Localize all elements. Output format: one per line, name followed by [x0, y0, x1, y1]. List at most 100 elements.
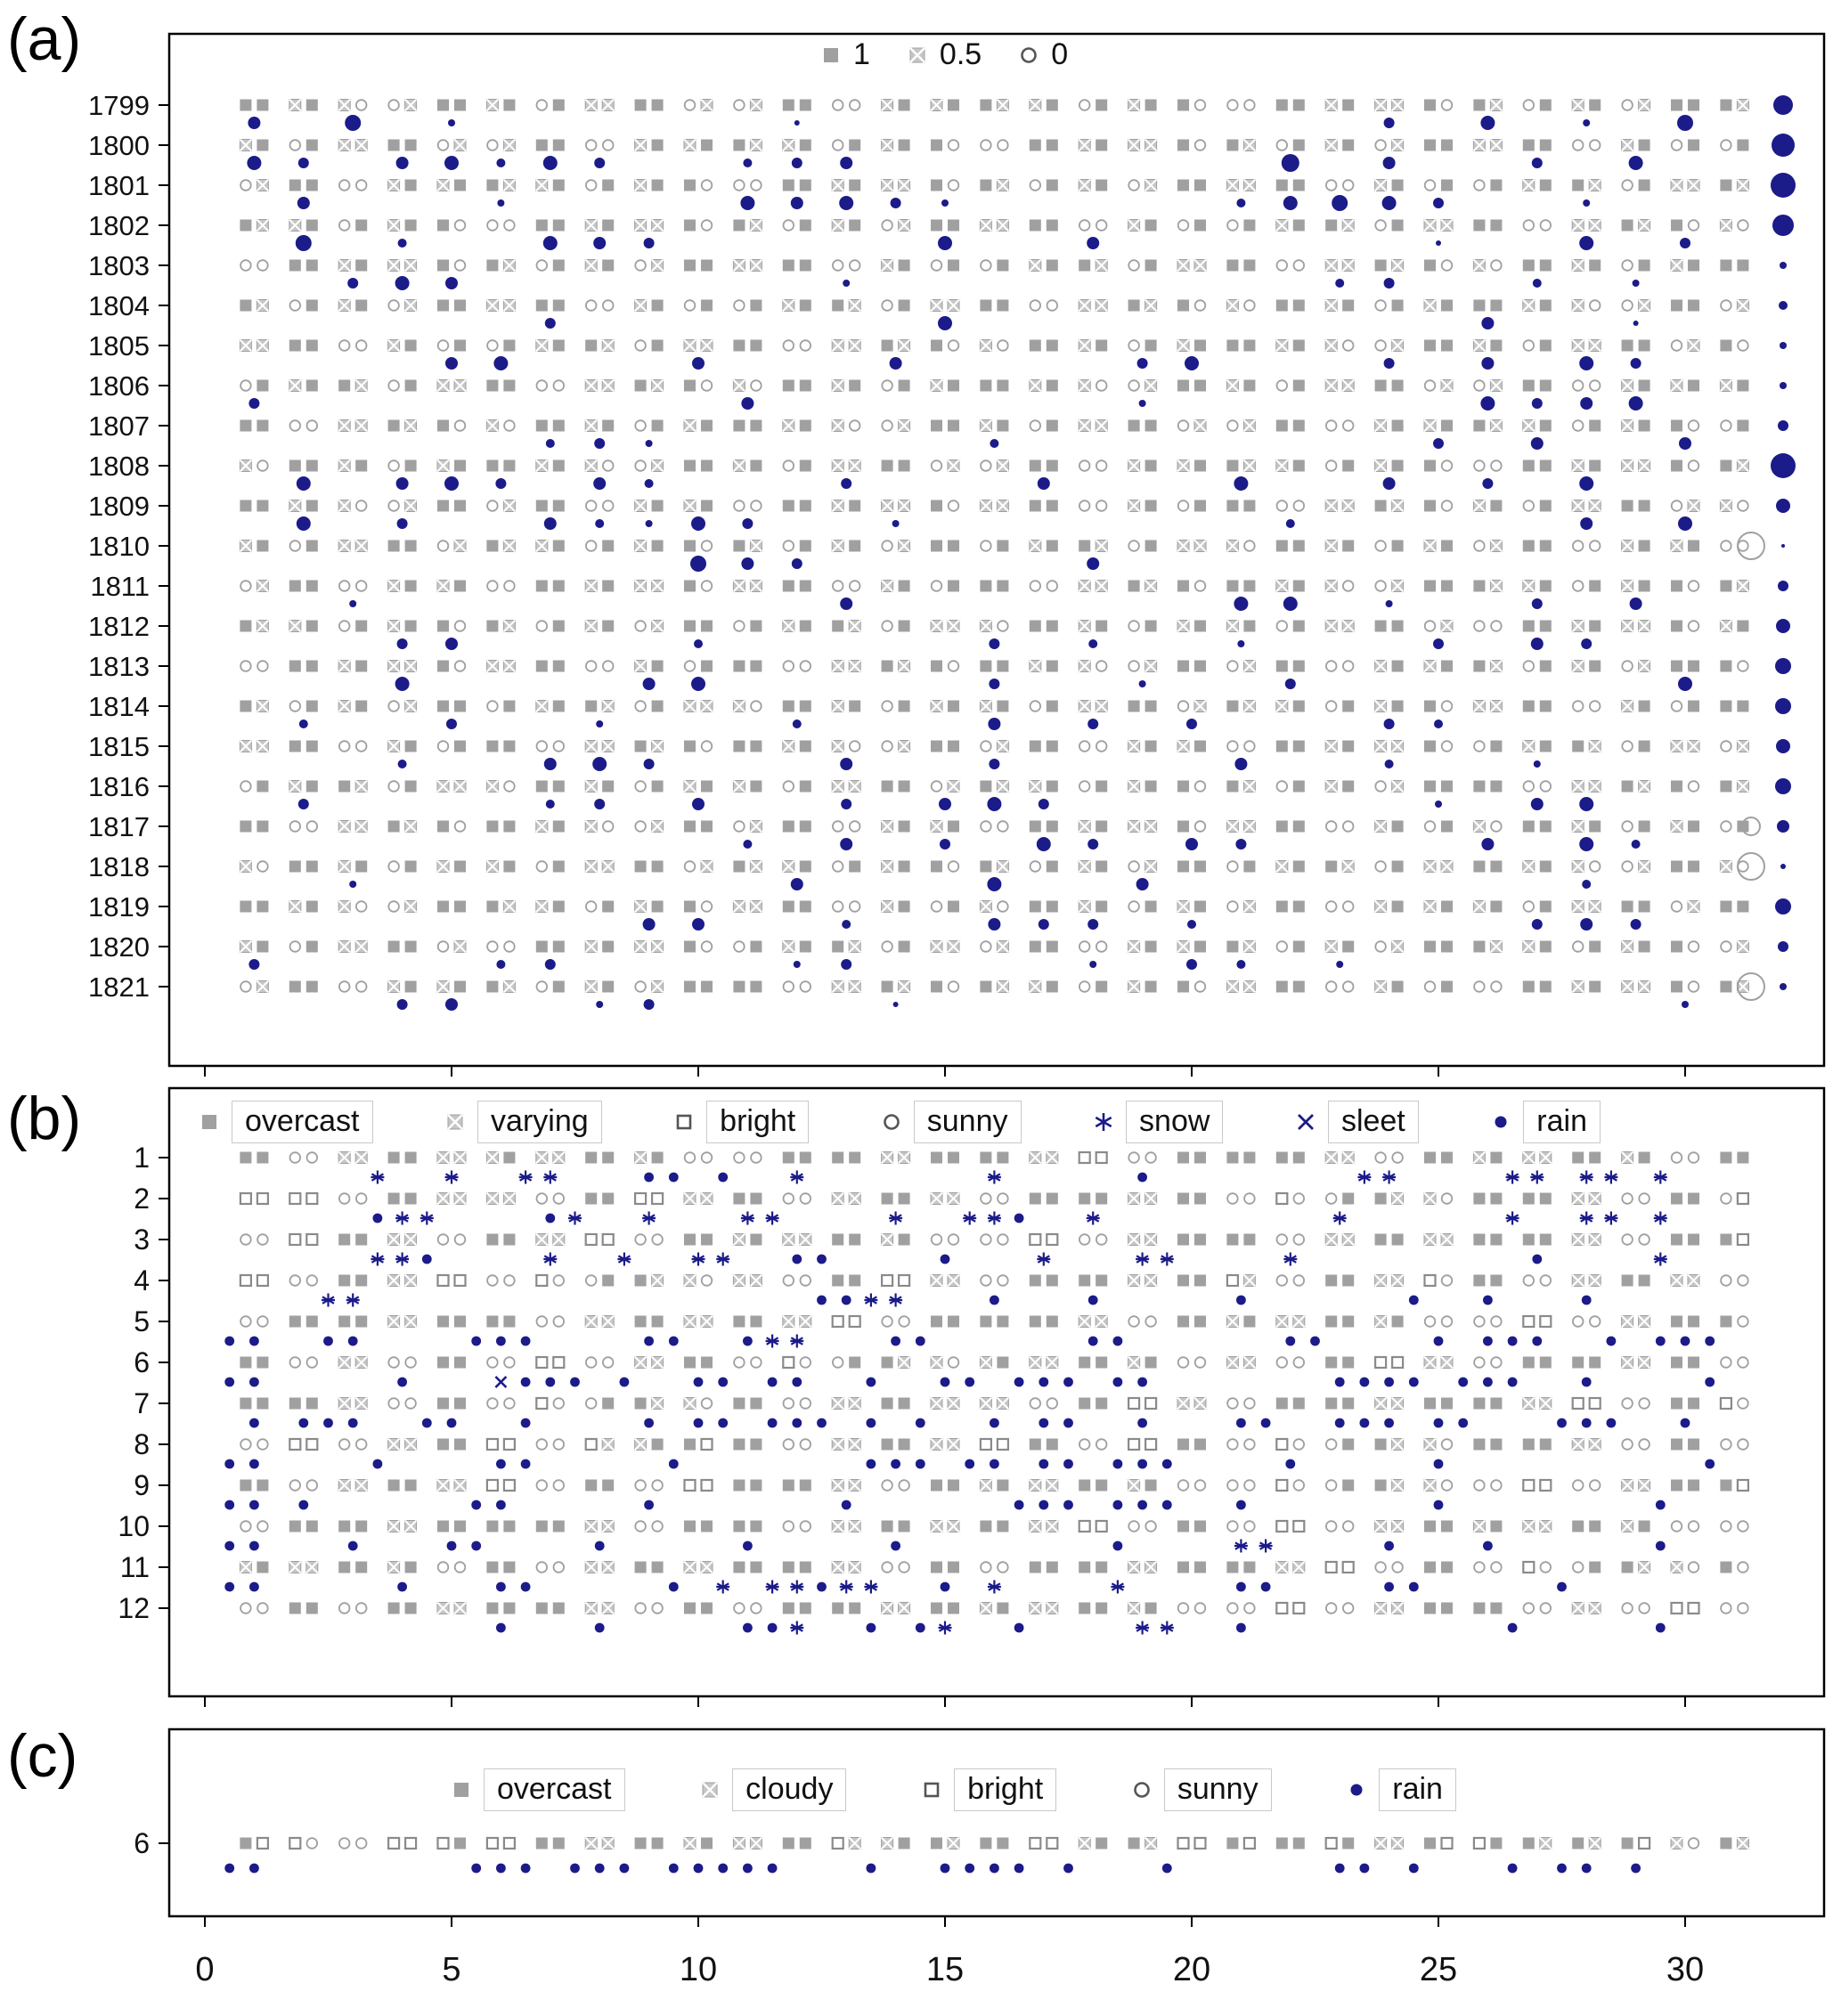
rain-marker	[1087, 237, 1100, 249]
rain-marker	[1038, 919, 1049, 930]
rain-marker	[644, 479, 654, 488]
rain-marker	[1434, 719, 1443, 728]
rain-marker	[298, 719, 308, 728]
rain-marker	[594, 438, 606, 449]
rain-marker	[1283, 196, 1298, 210]
rain-marker	[1531, 598, 1543, 609]
rain-marker	[643, 238, 655, 248]
rain-marker	[297, 158, 309, 168]
x-axis-label: 10	[680, 1951, 717, 1988]
right-total-rain	[1781, 544, 1785, 548]
x-axis-label: 20	[1173, 1951, 1210, 1988]
rain-marker	[1628, 156, 1643, 170]
rain-marker	[248, 117, 261, 129]
rain-marker	[395, 276, 410, 290]
rain-marker	[741, 557, 754, 570]
rain-marker	[544, 318, 556, 329]
rain-marker	[1284, 679, 1296, 689]
rain-marker	[1530, 798, 1544, 810]
right-total-rain	[1777, 820, 1789, 833]
plot-border	[167, 1086, 1826, 1698]
sunny-circle-icon	[1017, 44, 1040, 67]
rain-marker	[792, 719, 802, 728]
right-total-circle	[1741, 817, 1761, 836]
rain-marker	[743, 159, 753, 167]
right-total-rain	[1775, 898, 1791, 915]
rain-marker	[596, 720, 604, 728]
row-1815	[239, 739, 1790, 771]
right-total-rain	[1779, 301, 1788, 310]
rain-marker	[841, 478, 852, 489]
legend-item-sunny: sunny	[1130, 1768, 1272, 1811]
y-axis-label: 1809	[88, 491, 150, 522]
y-axis-label: 3	[134, 1223, 150, 1256]
legend-label: rain	[1379, 1768, 1456, 1811]
y-axis-label: 4	[134, 1264, 150, 1297]
rain-marker	[1336, 961, 1344, 968]
rain-marker	[1138, 400, 1146, 407]
rain-marker	[1186, 959, 1197, 970]
rain-marker	[397, 239, 407, 248]
y-axis-label: 2	[134, 1183, 150, 1215]
rain-marker	[1678, 677, 1692, 691]
rain-marker	[1281, 154, 1299, 172]
right-total-rain	[1772, 134, 1795, 157]
legend-label: overcast	[232, 1101, 373, 1143]
rain-marker	[544, 959, 556, 970]
rain-dot-icon	[1489, 1110, 1512, 1134]
row-1	[240, 1150, 1749, 1184]
row-1817	[240, 817, 1789, 851]
y-axis-label: 1808	[88, 451, 150, 482]
rain-marker	[1234, 758, 1248, 770]
rain-marker	[1187, 920, 1196, 929]
rain-marker	[1383, 719, 1395, 729]
row-1807	[240, 419, 1788, 450]
rain-marker	[1433, 438, 1444, 449]
y-axis-label: 5	[134, 1305, 150, 1337]
row-8	[224, 1437, 1749, 1469]
panel-c-label: (c)	[7, 1722, 78, 1790]
rain-marker	[542, 236, 558, 250]
y-axis-label: 1800	[88, 130, 150, 161]
x-axis-label: 25	[1420, 1951, 1457, 1988]
legend-item-sleet: sleet	[1294, 1101, 1419, 1143]
y-axis-label: 10	[118, 1510, 150, 1542]
varying-square-icon	[444, 1110, 467, 1134]
right-total-rain	[1772, 215, 1794, 236]
legend-item-sunny: sunny	[880, 1101, 1022, 1143]
rain-marker	[295, 235, 312, 251]
right-total-rain	[1776, 619, 1790, 633]
rain-marker	[1185, 838, 1198, 850]
y-axis-label: 1812	[88, 611, 150, 642]
row-1816	[240, 778, 1791, 811]
rain-marker	[740, 196, 755, 210]
row-3	[240, 1232, 1750, 1266]
legend-label: cloudy	[732, 1768, 847, 1811]
rain-marker	[1481, 838, 1495, 850]
y-axis-label: 11	[120, 1551, 150, 1583]
rain-marker	[1579, 236, 1594, 250]
rain-marker	[596, 1001, 604, 1008]
right-total-rain	[1775, 778, 1791, 794]
legend-item-bright: bright	[920, 1768, 1057, 1811]
y-axis-label: 1806	[88, 370, 150, 402]
row-9	[224, 1478, 1750, 1510]
rain-marker	[495, 478, 507, 489]
y-axis-label: 1803	[88, 250, 150, 281]
rain-marker	[1435, 801, 1442, 808]
rain-marker	[593, 477, 607, 490]
rain-marker	[1283, 597, 1298, 611]
rain-marker	[1382, 157, 1396, 169]
legend-label: bright	[954, 1768, 1057, 1811]
right-total-rain	[1780, 262, 1787, 269]
row-1814	[240, 698, 1791, 730]
row-7	[240, 1396, 1749, 1428]
rain-marker	[1335, 279, 1345, 288]
legend-panel-b: overcast varying bright sunny snow sleet…	[198, 1101, 1601, 1143]
y-axis-label: 1819	[88, 891, 150, 923]
rain-marker	[496, 960, 506, 969]
x-axis-label: 15	[926, 1951, 964, 1988]
rain-marker	[691, 677, 705, 691]
row-1802	[240, 215, 1794, 251]
right-total-rain	[1778, 420, 1788, 431]
